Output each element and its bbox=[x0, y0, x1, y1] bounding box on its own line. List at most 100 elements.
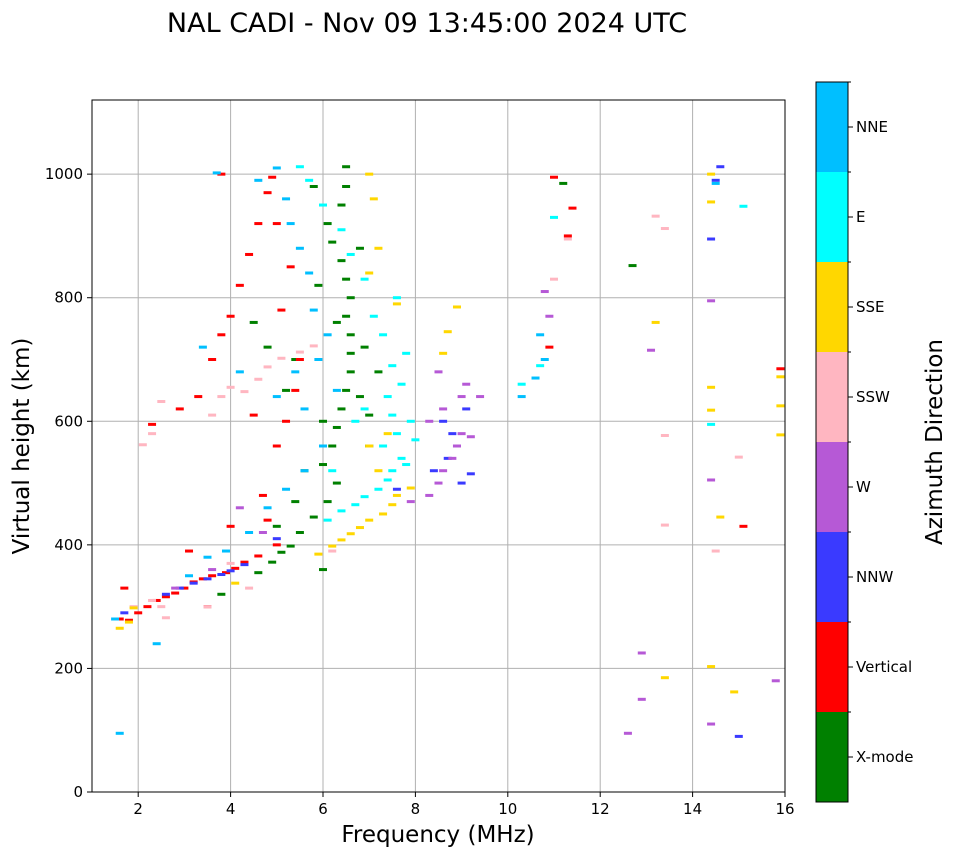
data-point-w bbox=[258, 531, 267, 534]
data-point-w bbox=[208, 568, 217, 572]
x-tick-label: 4 bbox=[226, 800, 236, 818]
data-point-w bbox=[448, 456, 457, 460]
data-point-vertical bbox=[245, 252, 254, 256]
data-point-sse bbox=[392, 302, 401, 306]
x-axis-label: Frequency (MHz) bbox=[341, 822, 534, 848]
data-point-vertical bbox=[175, 407, 184, 411]
data-point-x-mode bbox=[249, 320, 258, 324]
data-point-sse bbox=[365, 444, 374, 448]
data-point-vertical bbox=[240, 560, 249, 564]
data-point-ssw bbox=[157, 400, 166, 404]
data-point-ssw bbox=[138, 443, 147, 447]
colorbar-segment bbox=[816, 532, 848, 622]
data-point-nne bbox=[531, 376, 540, 380]
data-point-w bbox=[707, 299, 716, 303]
data-point-vertical bbox=[217, 333, 226, 337]
data-point-w bbox=[707, 478, 716, 482]
data-point-sse bbox=[707, 385, 716, 389]
data-point-sse bbox=[355, 526, 364, 530]
colorbar-segment bbox=[816, 622, 848, 712]
data-point-ssw bbox=[277, 356, 286, 360]
data-point-w bbox=[545, 314, 554, 318]
data-point-sse bbox=[776, 433, 785, 437]
data-point-x-mode bbox=[323, 500, 332, 504]
data-point-nne bbox=[185, 574, 194, 578]
data-point-ssw bbox=[254, 377, 263, 381]
data-point-vertical bbox=[120, 586, 129, 590]
data-point-w bbox=[452, 444, 461, 448]
data-point-nnw bbox=[161, 592, 170, 596]
colorbar-category-label: NNW bbox=[856, 568, 893, 586]
colorbar-category-label: E bbox=[856, 208, 865, 226]
data-point-vertical bbox=[254, 222, 263, 226]
data-point-vertical bbox=[185, 549, 194, 553]
data-point-sse bbox=[730, 690, 739, 694]
data-point-sse bbox=[776, 375, 785, 379]
data-point-nne bbox=[309, 308, 318, 312]
x-tick-label: 6 bbox=[318, 800, 328, 818]
data-point-e bbox=[411, 438, 420, 442]
data-point-e bbox=[337, 509, 346, 513]
data-point-x-mode bbox=[342, 185, 351, 188]
data-point-e bbox=[707, 422, 716, 426]
data-point-e bbox=[360, 495, 369, 499]
x-tick-label: 8 bbox=[411, 800, 421, 818]
data-point-e bbox=[351, 419, 360, 423]
data-point-e bbox=[388, 469, 397, 473]
data-point-w bbox=[540, 290, 549, 294]
data-point-sse bbox=[346, 532, 355, 536]
data-point-w bbox=[406, 500, 415, 504]
data-point-sse bbox=[129, 606, 138, 610]
data-point-sse bbox=[776, 404, 785, 408]
x-tick-label: 12 bbox=[591, 800, 610, 818]
data-point-e bbox=[517, 382, 526, 386]
data-point-x-mode bbox=[342, 277, 351, 281]
data-point-nnw bbox=[707, 237, 716, 241]
data-point-e bbox=[397, 382, 406, 386]
data-point-vertical bbox=[235, 283, 244, 287]
data-point-w bbox=[235, 506, 244, 510]
data-point-sse bbox=[383, 432, 392, 436]
data-point-nnw bbox=[429, 469, 438, 473]
data-point-nnw bbox=[240, 563, 249, 567]
data-point-vertical bbox=[739, 524, 748, 528]
data-point-ssw bbox=[309, 344, 318, 348]
colorbar-category-label: Vertical bbox=[856, 658, 912, 676]
data-point-e bbox=[351, 503, 360, 507]
data-point-nne bbox=[272, 395, 281, 399]
data-point-x-mode bbox=[346, 370, 355, 374]
data-point-x-mode bbox=[254, 571, 263, 575]
data-point-x-mode bbox=[323, 222, 332, 226]
data-point-e bbox=[402, 463, 411, 467]
colorbar-segment bbox=[816, 712, 848, 802]
data-point-sse bbox=[374, 469, 383, 473]
data-point-e bbox=[369, 314, 378, 318]
data-point-x-mode bbox=[272, 524, 281, 528]
data-point-e bbox=[388, 364, 397, 368]
data-point-vertical bbox=[272, 444, 281, 448]
data-point-x-mode bbox=[319, 419, 327, 423]
data-point-vertical bbox=[568, 206, 577, 210]
data-point-nne bbox=[517, 395, 526, 399]
data-point-w bbox=[434, 370, 443, 374]
data-point-x-mode bbox=[337, 407, 346, 411]
data-point-vertical bbox=[286, 265, 295, 269]
data-point-x-mode bbox=[328, 240, 337, 244]
data-point-vertical bbox=[115, 617, 124, 621]
data-point-sse bbox=[707, 200, 716, 204]
data-point-nne bbox=[152, 642, 161, 646]
data-point-e bbox=[346, 252, 355, 256]
data-point-nne bbox=[286, 222, 295, 226]
grid bbox=[92, 100, 786, 793]
chart-title: NAL CADI - Nov 09 13:45:00 2024 UTC bbox=[167, 8, 687, 39]
data-point-vertical bbox=[134, 611, 143, 615]
data-point-x-mode bbox=[337, 259, 346, 263]
data-point-e bbox=[323, 518, 332, 522]
plot-frame bbox=[91, 99, 786, 793]
data-point-nne bbox=[221, 549, 230, 553]
data-point-e bbox=[397, 456, 406, 460]
data-point-vertical bbox=[272, 222, 281, 226]
data-point-sse bbox=[707, 408, 716, 412]
data-point-ssw bbox=[148, 598, 157, 602]
